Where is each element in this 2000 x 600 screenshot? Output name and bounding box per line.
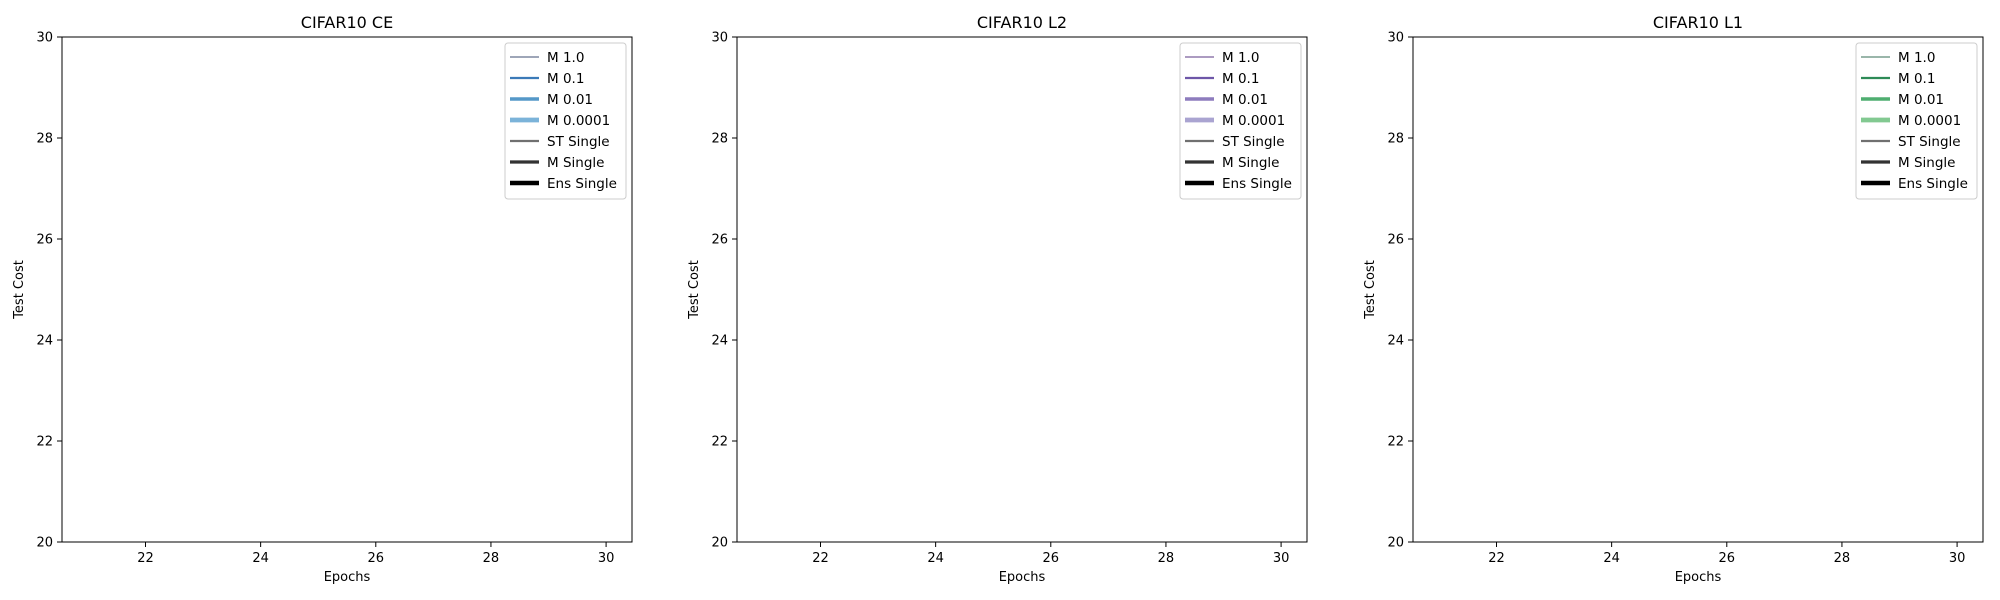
legend-label: Ens Single [1898, 176, 1968, 192]
chart-title: CIFAR10 L2 [977, 13, 1067, 32]
legend-label: Ens Single [547, 176, 617, 192]
y-tick-label: 30 [711, 31, 728, 46]
x-tick-label: 28 [483, 551, 500, 566]
legend-label: M 1.0 [1898, 50, 1935, 66]
legend: M 1.0 M 0.1 M 0.01 M 0.0001 ST Single M Singl… [504, 42, 627, 200]
y-tick-label: 22 [36, 435, 53, 450]
y-tick-label: 26 [1387, 233, 1404, 248]
chart-panel-1: CIFAR10 CE 22 24 26 28 30 20 22 24 26 28 30 Epochs Te… [12, 13, 633, 585]
legend-label: M Single [1898, 155, 1955, 171]
legend-box [504, 42, 627, 200]
x-tick-label: 24 [927, 551, 944, 566]
legend-box [1855, 42, 1978, 200]
x-tick-label: 24 [1603, 551, 1620, 566]
y-tick-label: 22 [711, 435, 728, 450]
y-tick-label: 24 [711, 334, 728, 349]
chart-title: CIFAR10 CE [301, 13, 393, 32]
legend-label: ST Single [1898, 134, 1961, 150]
y-tick-label: 20 [711, 536, 728, 551]
x-tick-label: 26 [368, 551, 385, 566]
y-tick-label: 22 [1387, 435, 1404, 450]
y-tick-label: 20 [36, 536, 53, 551]
chart-panel-2: CIFAR10 L2 22 24 26 28 30 20 22 24 26 28 30 Epochs Te… [687, 13, 1308, 585]
x-axis-label: Epochs [999, 570, 1046, 585]
x-tick-label: 22 [1488, 551, 1505, 566]
y-tick-label: 30 [36, 31, 53, 46]
x-axis-label: Epochs [1675, 570, 1722, 585]
y-tick-label: 26 [711, 233, 728, 248]
legend: M 1.0 M 0.1 M 0.01 M 0.0001 ST Single M Singl… [1179, 42, 1302, 200]
y-tick-label: 28 [36, 132, 53, 147]
x-tick-label: 28 [1834, 551, 1851, 566]
legend-label: M Single [1222, 155, 1279, 171]
y-tick-label: 26 [36, 233, 53, 248]
y-tick-label: 20 [1387, 536, 1404, 551]
y-tick-label: 28 [1387, 132, 1404, 147]
x-tick-label: 26 [1719, 551, 1736, 566]
legend-label: M 0.0001 [1898, 113, 1961, 129]
legend-label: M 1.0 [547, 50, 584, 66]
x-tick-label: 22 [137, 551, 154, 566]
y-tick-label: 28 [711, 132, 728, 147]
legend-label: M 1.0 [1222, 50, 1259, 66]
x-axis-label: Epochs [324, 570, 371, 585]
legend-label: M 0.0001 [1222, 113, 1285, 129]
y-axis-label: Test Cost [687, 260, 702, 320]
legend-label: M Single [547, 155, 604, 171]
legend-label: M 0.1 [1222, 71, 1259, 87]
legend-label: M 0.01 [1898, 92, 1944, 108]
legend-label: M 0.0001 [547, 113, 610, 129]
legend-box [1179, 42, 1302, 200]
legend-label: Ens Single [1222, 176, 1292, 192]
legend-label: M 0.1 [547, 71, 584, 87]
legend-label: M 0.01 [1222, 92, 1268, 108]
chart-title: CIFAR10 L1 [1653, 13, 1743, 32]
y-tick-label: 30 [1387, 31, 1404, 46]
x-tick-label: 30 [1273, 551, 1290, 566]
y-tick-label: 24 [36, 334, 53, 349]
x-tick-label: 30 [1949, 551, 1966, 566]
legend-label: M 0.1 [1898, 71, 1935, 87]
y-axis-label: Test Cost [12, 260, 27, 320]
x-tick-label: 30 [598, 551, 615, 566]
y-axis-label: Test Cost [1363, 260, 1378, 320]
x-tick-label: 26 [1043, 551, 1060, 566]
y-tick-label: 24 [1387, 334, 1404, 349]
legend: M 1.0 M 0.1 M 0.01 M 0.0001 ST Single M Singl… [1855, 42, 1978, 200]
x-tick-label: 22 [812, 551, 829, 566]
legend-label: ST Single [547, 134, 610, 150]
x-tick-label: 24 [252, 551, 269, 566]
x-tick-label: 28 [1158, 551, 1175, 566]
legend-label: ST Single [1222, 134, 1285, 150]
chart-panel-3: CIFAR10 L1 22 24 26 28 30 20 22 24 26 28 30 Epochs Te… [1363, 13, 1984, 585]
legend-label: M 0.01 [547, 92, 593, 108]
